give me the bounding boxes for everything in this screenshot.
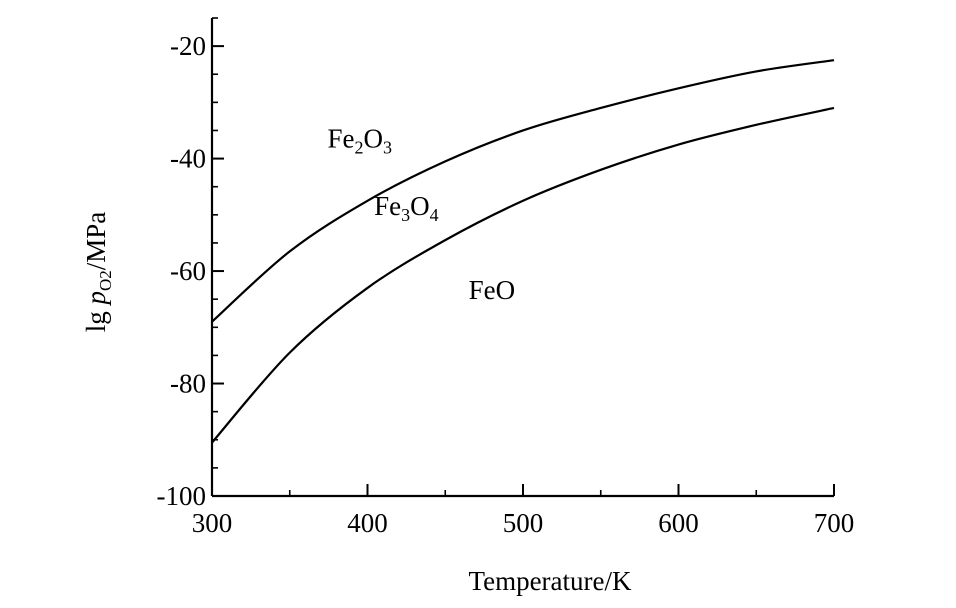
y-title-sub: O2 <box>96 270 115 291</box>
y-title-var: p <box>81 291 111 307</box>
label-text: Fe <box>327 123 354 153</box>
label-text: O <box>410 191 430 221</box>
label-text: Fe <box>374 191 401 221</box>
subscript: 2 <box>354 137 363 157</box>
y-axis-title: lg pO2/MPa <box>81 212 115 333</box>
x-tick-label: 400 <box>347 508 388 538</box>
subscript: 4 <box>430 205 439 225</box>
label-text: FeO <box>469 275 516 305</box>
region-label-feo: FeO <box>469 275 516 305</box>
axes: -100 -80 -60 -40 -20 300 400 500 600 700 <box>157 17 855 538</box>
x-tick-label: 300 <box>192 508 233 538</box>
y-title-suffix: /MPa <box>81 212 111 271</box>
curves <box>211 59 835 444</box>
label-text: O <box>363 123 383 153</box>
region-label-fe2o3: Fe2O3 <box>327 123 392 157</box>
y-tick-label: -20 <box>170 31 206 61</box>
y-tick-label: -40 <box>170 144 206 174</box>
x-tick-label: 700 <box>814 508 855 538</box>
curve-upper <box>211 59 835 323</box>
y-tick-label: -100 <box>157 481 207 511</box>
x-axis-title: Temperature/K <box>468 566 632 596</box>
y-tick-label: -60 <box>170 256 206 286</box>
subscript: 3 <box>401 205 410 225</box>
region-label-fe3o4: Fe3O4 <box>374 191 439 225</box>
x-tick-label: 600 <box>658 508 699 538</box>
subscript: 3 <box>383 137 392 157</box>
curve-lower <box>211 106 835 444</box>
y-title-prefix: lg <box>81 305 111 333</box>
x-tick-label: 500 <box>503 508 544 538</box>
y-tick-label: -80 <box>170 369 206 399</box>
axis-titles: Temperature/K lg pO2/MPa <box>81 212 632 596</box>
